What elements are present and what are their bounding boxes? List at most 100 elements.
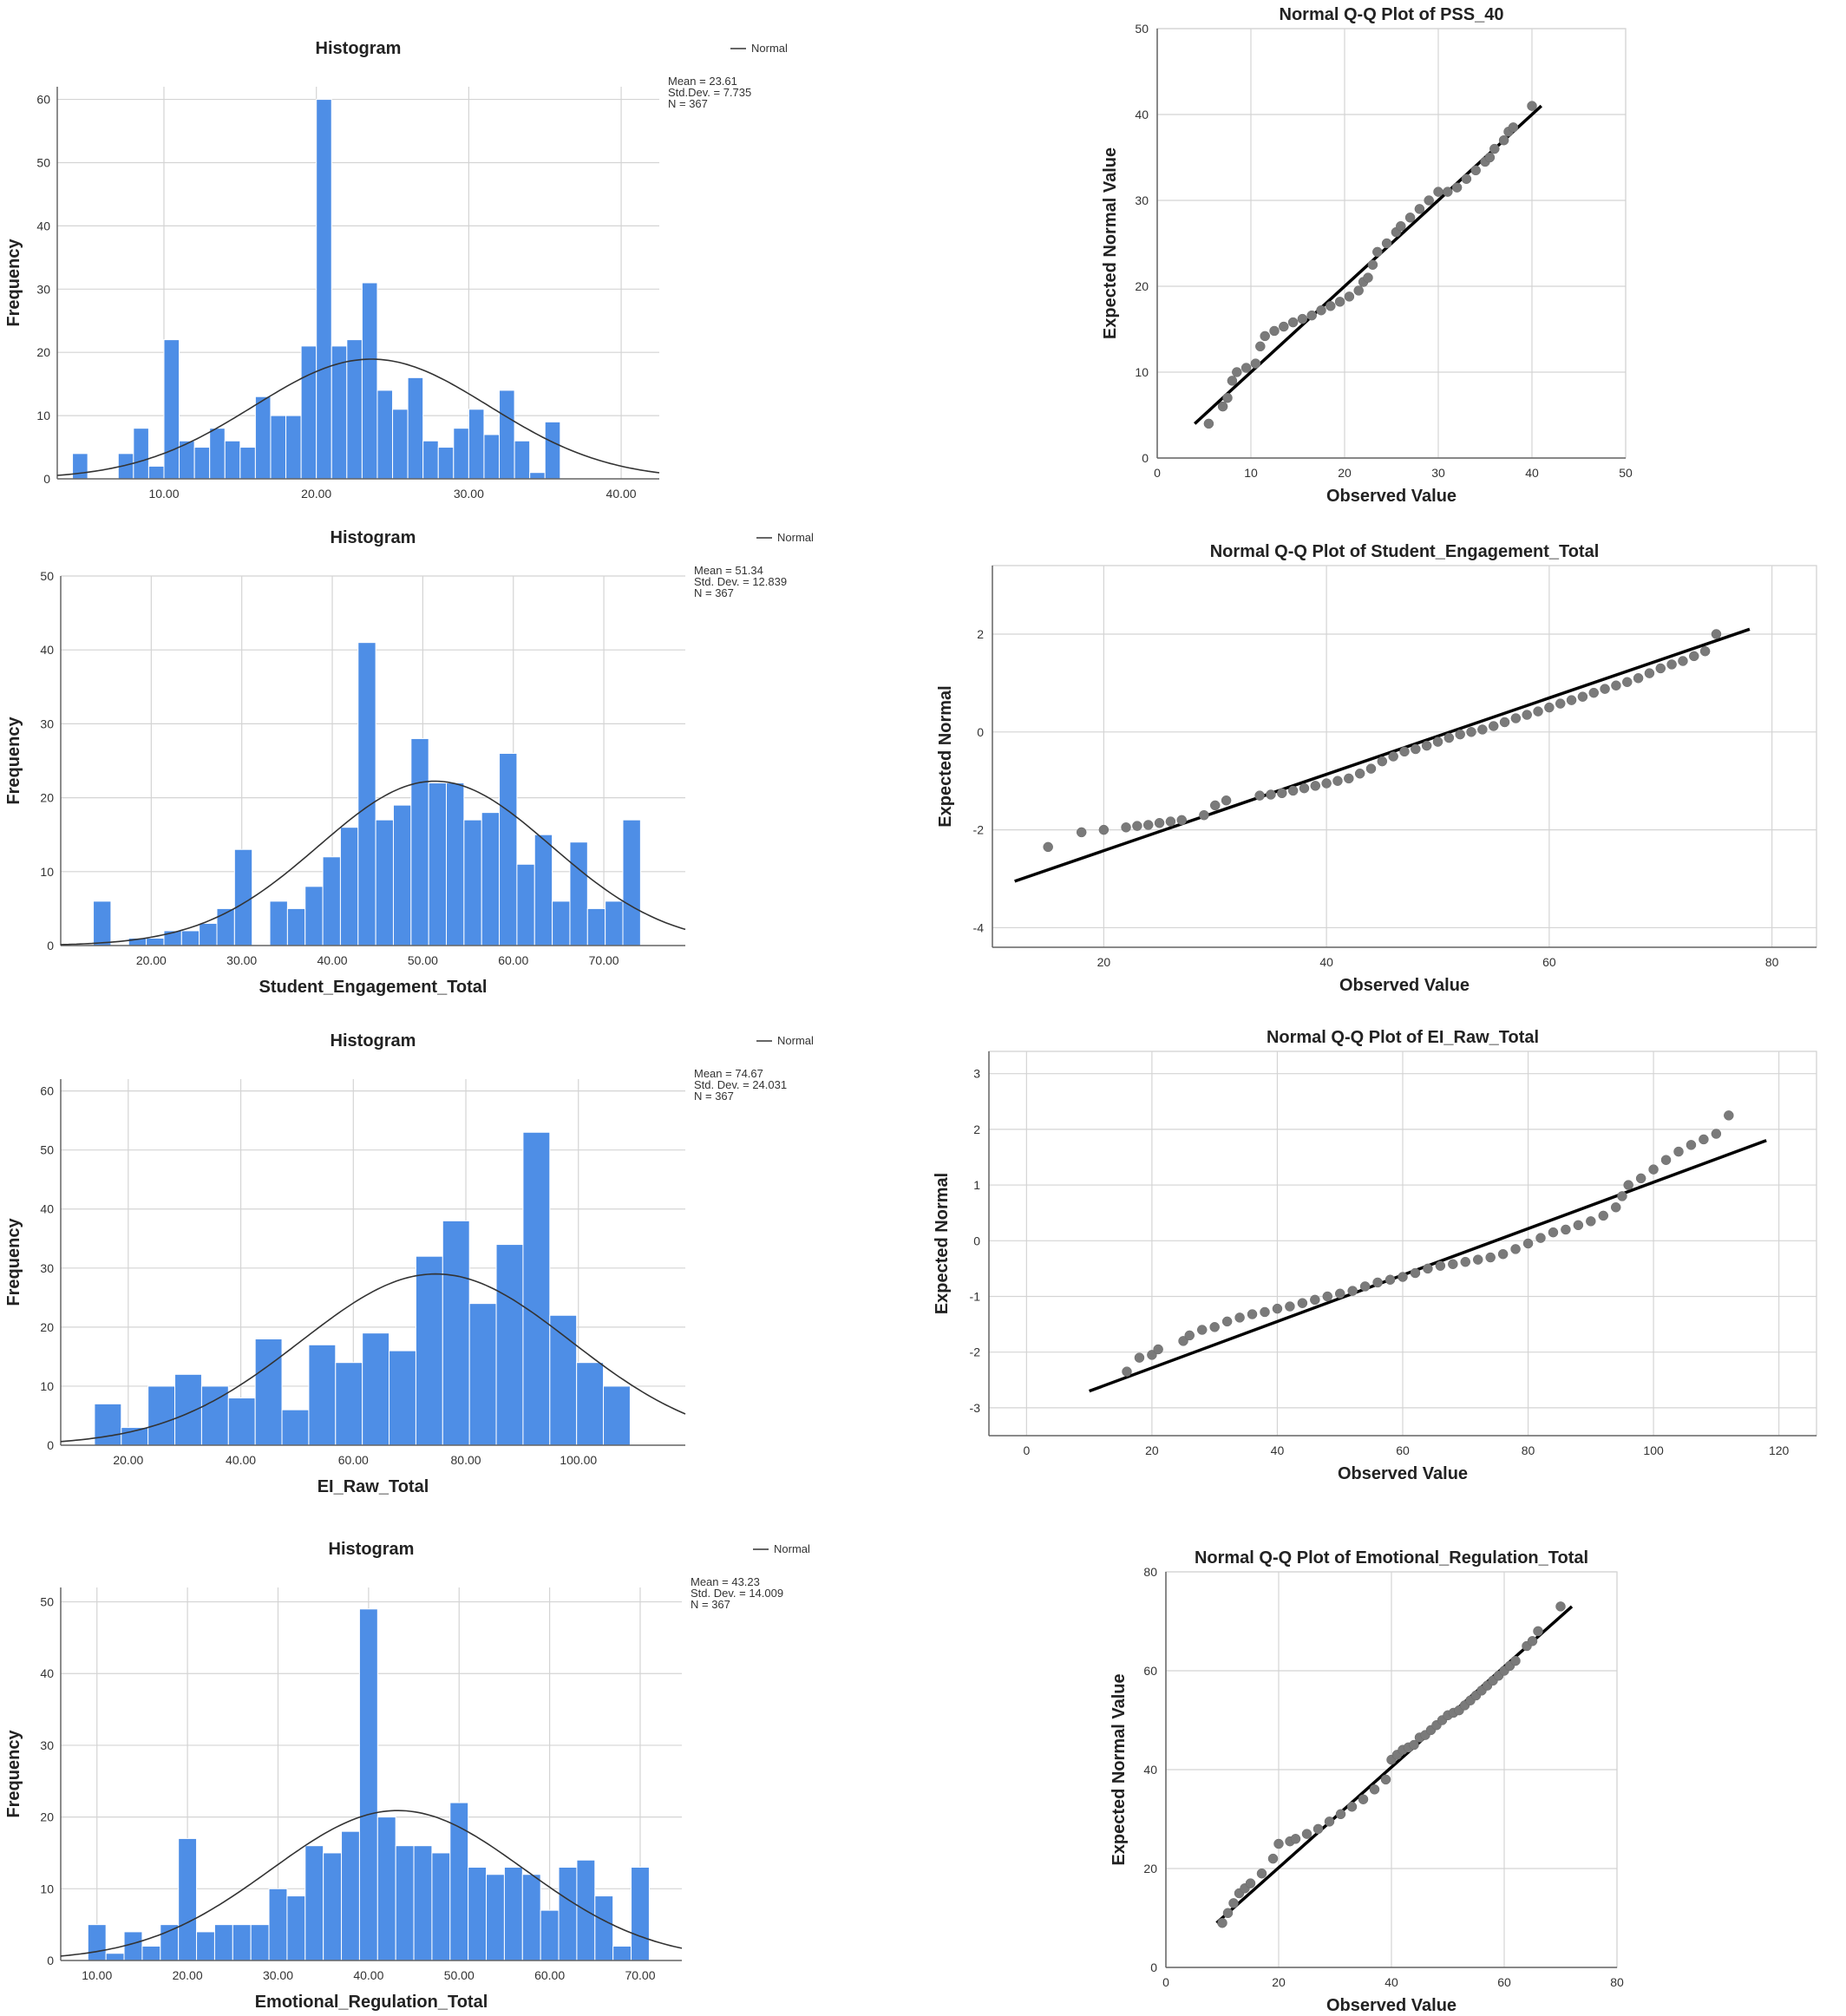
chart-title: Normal Q-Q Plot of EI_Raw_Total [1267,1028,1539,1047]
qq-point [1410,1267,1421,1279]
qq-plot-emotional-regulation: 0 20 40 60 80 0 20 40 60 80 Normal Q-Q Plot of Emo… [1110,1548,1624,2015]
y-tick-label: 20 [1143,1862,1157,1875]
x-tick-label: 40 [1384,1975,1398,1989]
x-tick-label: 40.00 [606,487,637,501]
chart-title: Normal Q-Q Plot of PSS_40 [1280,5,1504,24]
qq-point [1344,291,1355,302]
histogram-bar [529,472,546,480]
x-tick-label: 100 [1643,1443,1664,1457]
histogram-bar [361,282,378,480]
x-tick-label: 0 [1162,1975,1169,1989]
qq-point [1435,1260,1446,1271]
y-tick-label: 30 [40,717,54,730]
qq-point [1484,152,1496,163]
histogram-bar [495,1244,524,1446]
y-tick-label: 30 [36,282,50,296]
qq-point [1297,1298,1308,1308]
qq-point [1326,301,1336,311]
qq-point [1358,1794,1369,1804]
histogram-bar [163,339,180,480]
qq-point [1510,713,1522,723]
legend-label: Normal [777,1034,814,1047]
x-tick-label: 40 [1525,466,1539,480]
x-tick-label: 80 [1765,955,1779,969]
qq-point [1277,788,1287,799]
qq-point [1232,367,1242,377]
qq-point [1455,729,1465,740]
y-axis-label: Expected Normal [933,1173,952,1314]
x-tick-label: 10 [1244,466,1258,480]
histogram-bar [300,345,317,480]
histogram-student-engagement: 0 10 20 30 40 50 20.00 30.00 40.00 50.00 60.00 70.0… [4,528,814,997]
qq-point [1142,820,1154,830]
x-tick-label: 40.00 [317,953,348,967]
x-tick-label: 20 [1272,1975,1286,1989]
y-tick-label: 30 [40,1261,54,1275]
qq-point [1622,677,1633,688]
histogram-bar [605,900,624,946]
histogram-bar [268,1888,288,1961]
normal-curve [60,1810,683,1957]
histogram-bar [304,886,324,946]
qq-point [1306,310,1317,321]
normal-curve [56,358,660,476]
y-axis-label: Frequency [4,239,23,327]
y-tick-label: 50 [40,1143,54,1157]
qq-point [1346,1802,1358,1812]
qq-point [1414,204,1425,214]
histogram-bar [586,907,606,946]
qq-point [1527,101,1537,111]
y-tick-label: 80 [1143,1565,1157,1579]
qq-point [1367,259,1378,270]
qq-point [1555,1601,1566,1612]
histogram-bar [323,1852,343,1961]
qq-point [1290,1834,1301,1844]
y-tick-label: 40 [40,1666,54,1680]
y-axis-label: Frequency [4,1218,23,1306]
stats-line: N = 367 [668,97,708,110]
qq-point [1272,1303,1283,1314]
chart-title: Normal Q-Q Plot of Student_Engagement_To… [1210,542,1600,561]
histogram-bar [463,819,482,946]
qq-point [1154,817,1165,828]
qq-point [1312,1823,1324,1835]
histogram-bar [341,1830,360,1961]
x-tick-label: 0 [1023,1443,1030,1457]
y-axis-label: Expected Normal Value [1110,1673,1129,1865]
qq-point [1510,1244,1521,1254]
histogram-emotional-regulation: 0 10 20 30 40 50 10.00 20.00 30.00 40.00 50.00 60.0… [4,1540,810,2012]
x-tick-label: 60.00 [534,1968,565,1982]
qq-point [1566,695,1577,705]
y-tick-label: 10 [36,409,50,422]
qq-point [1279,321,1289,332]
qq-point [1363,272,1373,283]
histogram-bar [468,1867,488,1961]
y-tick-label: 30 [1135,193,1149,207]
x-tick-label: 80 [1610,1975,1624,1989]
qq-point [1132,821,1142,831]
qq-point [1199,809,1209,821]
y-tick-label: 0 [977,725,984,739]
qq-point [1466,727,1476,737]
qq-point [1301,1829,1312,1839]
qq-point [1411,743,1421,755]
qq-point [1508,122,1519,133]
x-tick-label: 30.00 [263,1968,293,1982]
qq-point [1533,1626,1543,1637]
qq-point [1221,795,1232,806]
histogram-bar [339,827,359,946]
qq-point [1359,1281,1371,1292]
qq-point [1134,1352,1145,1363]
x-axis-label: Emotional_Regulation_Total [255,1993,488,2012]
histogram-bar [552,900,571,946]
qq-point [1369,1784,1380,1795]
histogram-bar [534,834,553,946]
qq-point [1334,1288,1345,1299]
qq-point [1533,706,1543,717]
x-tick-label: 30.00 [454,487,484,501]
histogram-bar [72,453,88,480]
x-tick-label: 70.00 [589,953,619,967]
qq-point [1460,1256,1471,1267]
qq-point [1254,790,1265,801]
qq-point [1255,341,1266,352]
